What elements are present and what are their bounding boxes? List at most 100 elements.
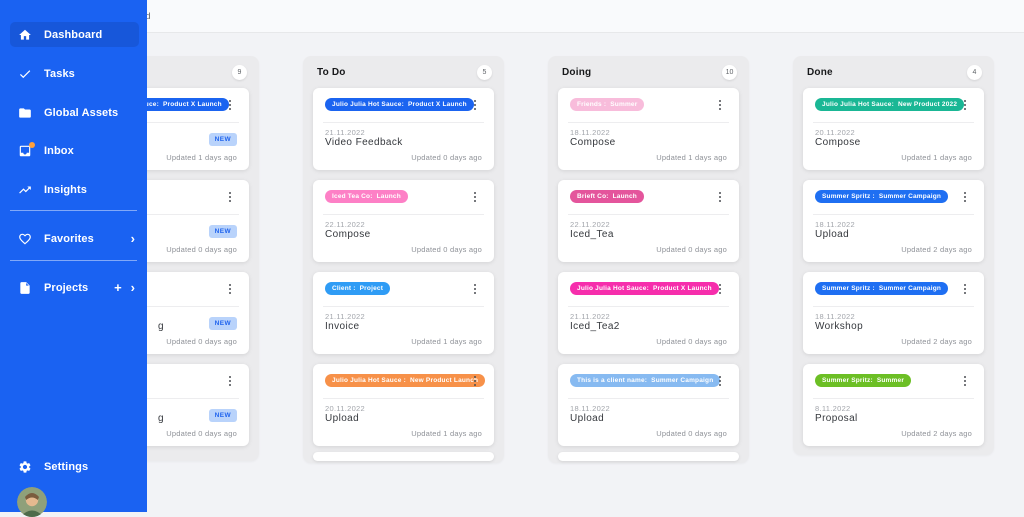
card-divider bbox=[813, 398, 974, 399]
card-tag: Summer Spritz : Summer Campaign bbox=[815, 282, 949, 295]
partially-visible-card[interactable] bbox=[313, 452, 494, 461]
card-menu-button[interactable] bbox=[468, 97, 482, 113]
column-count-badge: 5 bbox=[477, 64, 492, 80]
card-date: 21.11.2022 bbox=[325, 128, 365, 137]
sidebar-item-dashboard[interactable]: Dashboard bbox=[10, 22, 139, 47]
card-menu-button[interactable] bbox=[468, 189, 482, 205]
card-updated-text: Updated 1 days ago bbox=[166, 153, 237, 162]
card-title: g bbox=[158, 413, 164, 424]
card-updated-text: Updated 2 days ago bbox=[901, 429, 972, 438]
column-title: Done bbox=[807, 66, 833, 78]
card-date: 18.11.2022 bbox=[815, 220, 855, 229]
card-divider bbox=[323, 398, 484, 399]
column-done: Done 4 Julio Julia Hot Sauce: New Produc… bbox=[793, 56, 994, 455]
card-tag: Iced Tea Co: Launch bbox=[325, 190, 408, 203]
column-header: Doing 10 bbox=[548, 56, 749, 88]
card-tag: Julio Julia Hot Sauce: New Product 2022 bbox=[815, 98, 965, 111]
kanban-card[interactable]: Julio Julia Hot Sauce : New Product Laun… bbox=[313, 364, 494, 446]
card-divider bbox=[78, 122, 239, 123]
card-date: 22.11.2022 bbox=[570, 220, 610, 229]
column-count-badge: 10 bbox=[722, 64, 737, 80]
card-divider bbox=[813, 122, 974, 123]
card-menu-button[interactable] bbox=[958, 373, 972, 389]
home-icon bbox=[18, 28, 32, 42]
card-updated-text: Updated 1 days ago bbox=[411, 429, 482, 438]
card-date: 18.11.2022 bbox=[570, 128, 610, 137]
new-badge: NEW bbox=[208, 225, 237, 238]
card-tag: Friends : Summer bbox=[570, 98, 645, 111]
card-date: 18.11.2022 bbox=[570, 404, 610, 413]
card-menu-button[interactable] bbox=[713, 373, 727, 389]
card-divider bbox=[78, 398, 239, 399]
add-project-button[interactable]: + bbox=[114, 279, 122, 295]
kanban-card[interactable]: Brieft Co: Launch 22.11.2022 Iced_Tea Up… bbox=[558, 180, 739, 262]
column-count-badge: 4 bbox=[967, 64, 982, 80]
card-title: Upload bbox=[815, 229, 850, 240]
kanban-card[interactable]: Client : Project 21.11.2022 Invoice Upda… bbox=[313, 272, 494, 354]
card-menu-button[interactable] bbox=[958, 281, 972, 297]
card-divider bbox=[323, 214, 484, 215]
card-menu-button[interactable] bbox=[958, 97, 972, 113]
chevron-right-icon[interactable]: › bbox=[130, 279, 135, 295]
sidebar-item-favorites[interactable]: Favorites › bbox=[10, 226, 139, 251]
user-avatar[interactable] bbox=[17, 487, 47, 517]
card-divider bbox=[813, 214, 974, 215]
card-title: Iced_Tea bbox=[570, 229, 614, 240]
kanban-card[interactable]: Julio Julia Hot Sauce: Product X Launch … bbox=[313, 88, 494, 170]
card-title: Compose bbox=[815, 137, 861, 148]
sidebar-item-projects[interactable]: Projects + › bbox=[10, 275, 139, 300]
sidebar-item-settings[interactable]: Settings bbox=[10, 454, 139, 479]
sidebar-item-global-assets[interactable]: Global Assets bbox=[10, 100, 139, 125]
inbox-icon bbox=[18, 141, 35, 158]
kanban-card[interactable]: Iced Tea Co: Launch 22.11.2022 Compose U… bbox=[313, 180, 494, 262]
column-to-do: To Do 5 Julio Julia Hot Sauce: Product X… bbox=[303, 56, 504, 463]
card-menu-button[interactable] bbox=[713, 189, 727, 205]
card-menu-button[interactable] bbox=[468, 281, 482, 297]
sidebar: Dashboard Tasks Global Assets Inbox Insi… bbox=[0, 0, 147, 517]
sidebar-item-insights[interactable]: Insights bbox=[10, 177, 139, 202]
card-updated-text: Updated 0 days ago bbox=[656, 337, 727, 346]
card-menu-button[interactable] bbox=[223, 281, 237, 297]
sidebar-item-label: Favorites bbox=[44, 232, 94, 245]
card-divider bbox=[568, 306, 729, 307]
column-header: 9 bbox=[58, 56, 259, 88]
kanban-card[interactable]: Friends : Summer 18.11.2022 Compose Upda… bbox=[558, 88, 739, 170]
sidebar-item-label: Settings bbox=[44, 460, 89, 473]
kanban-card[interactable]: Julio Julia Hot Sauce: Product X Launch … bbox=[558, 272, 739, 354]
card-menu-button[interactable] bbox=[223, 189, 237, 205]
card-date: 20.11.2022 bbox=[815, 128, 855, 137]
card-divider bbox=[568, 122, 729, 123]
chevron-right-icon[interactable]: › bbox=[130, 230, 135, 246]
card-title: g bbox=[158, 321, 164, 332]
kanban-card[interactable]: Julio Julia Hot Sauce: New Product 2022 … bbox=[803, 88, 984, 170]
card-divider bbox=[78, 306, 239, 307]
card-updated-text: Updated 1 days ago bbox=[901, 153, 972, 162]
sidebar-divider bbox=[10, 210, 137, 211]
card-date: 21.11.2022 bbox=[325, 312, 365, 321]
card-divider bbox=[323, 122, 484, 123]
card-title: Compose bbox=[570, 137, 616, 148]
kanban-card[interactable]: Summer Spritz : Summer Campaign 18.11.20… bbox=[803, 180, 984, 262]
kanban-card[interactable]: This is a client name: Summer Campaign 1… bbox=[558, 364, 739, 446]
kanban-card[interactable]: Summer Spritz : Summer Campaign 18.11.20… bbox=[803, 272, 984, 354]
card-menu-button[interactable] bbox=[958, 189, 972, 205]
sidebar-item-tasks[interactable]: Tasks bbox=[10, 61, 139, 86]
new-badge: NEW bbox=[208, 317, 237, 330]
card-title: Iced_Tea2 bbox=[570, 321, 620, 332]
card-menu-button[interactable] bbox=[468, 373, 482, 389]
card-title: Proposal bbox=[815, 413, 858, 424]
card-updated-text: Updated 0 days ago bbox=[411, 153, 482, 162]
card-menu-button[interactable] bbox=[713, 97, 727, 113]
kanban-card[interactable]: Summer Spritz: Summer 8.11.2022 Proposal… bbox=[803, 364, 984, 446]
card-menu-button[interactable] bbox=[223, 373, 237, 389]
card-title: Video Feedback bbox=[325, 137, 403, 148]
sidebar-item-inbox[interactable]: Inbox bbox=[10, 138, 139, 163]
card-updated-text: Updated 0 days ago bbox=[166, 429, 237, 438]
card-divider bbox=[568, 214, 729, 215]
card-menu-button[interactable] bbox=[713, 281, 727, 297]
sidebar-divider bbox=[10, 260, 137, 261]
file-icon bbox=[18, 281, 32, 295]
topbar: Dashboard bbox=[0, 0, 1024, 33]
card-menu-button[interactable] bbox=[223, 97, 237, 113]
partially-visible-card[interactable] bbox=[558, 452, 739, 461]
